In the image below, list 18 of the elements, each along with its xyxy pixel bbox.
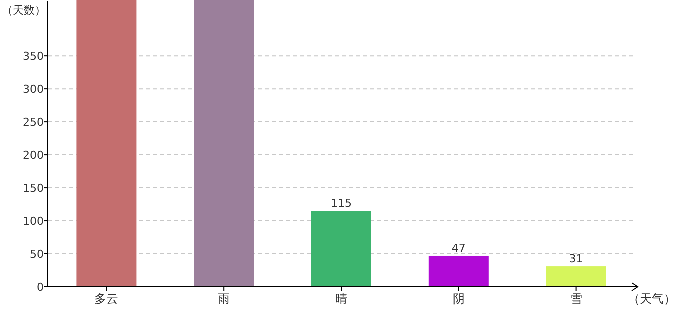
y-tick-label: 50 <box>30 248 44 262</box>
x-tick-label: 晴 <box>336 292 348 306</box>
x-tick-label: 雪 <box>570 292 582 306</box>
data-label: 115 <box>331 197 352 210</box>
y-tick-label: 250 <box>23 116 44 130</box>
y-tick-label: 0 <box>37 281 44 294</box>
x-axis-title: （天气） <box>628 292 676 306</box>
x-tick-label: 阴 <box>452 292 465 306</box>
data-label: 47 <box>452 242 466 255</box>
y-tick-label: 350 <box>23 50 44 64</box>
x-tick-label: 多云 <box>94 292 119 306</box>
data-label: 31 <box>569 252 584 266</box>
y-axis-title: （天数） <box>2 4 46 17</box>
y-tick-label: 200 <box>23 149 44 162</box>
x-tick-label: 雨 <box>218 292 230 306</box>
y-tick-label: 300 <box>23 83 44 96</box>
y-tick-label: 100 <box>23 215 44 228</box>
y-tick-label: 150 <box>23 182 44 196</box>
